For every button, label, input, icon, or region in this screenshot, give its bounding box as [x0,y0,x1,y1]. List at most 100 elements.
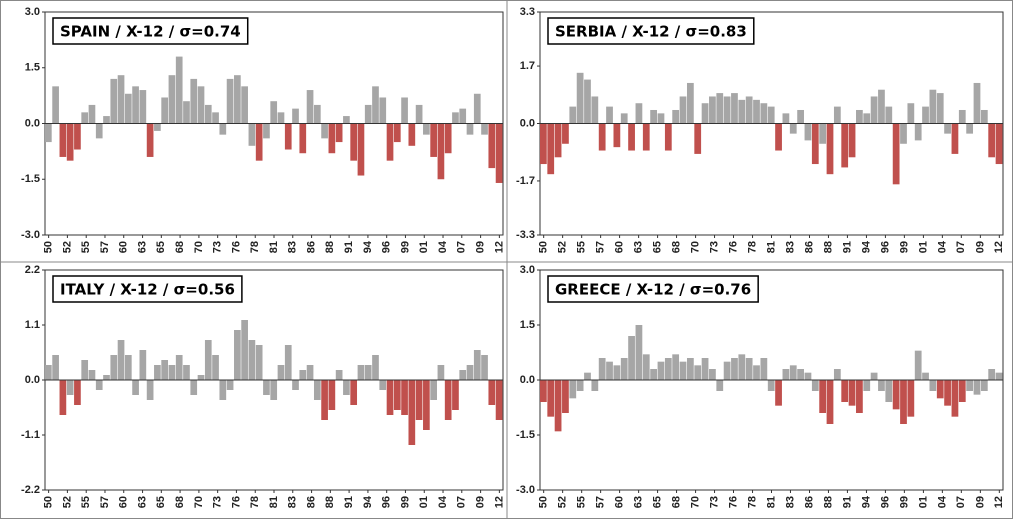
x-tick-label: 76 [727,496,739,508]
x-tick-label: 94 [362,495,374,508]
bar [386,380,394,415]
bar [488,380,496,405]
x-tick-label: 01 [917,496,929,508]
panel-title: SERBIA / X-12 / σ=0.83 [555,23,747,41]
bar [892,380,900,410]
x-tick-label: 86 [305,496,317,508]
x-tick-label: 88 [822,496,834,508]
bar [234,330,241,380]
y-tick-label: 0.0 [25,117,40,129]
bar [59,380,67,415]
bar [797,109,804,124]
bar [139,350,147,380]
bar [620,358,628,380]
y-tick-label: 0.0 [520,117,535,129]
bar [988,123,996,158]
x-tick-label: 12 [493,241,505,253]
bar [321,380,328,420]
bar [103,116,110,124]
bar [393,123,401,143]
bar [408,123,416,146]
bar [284,345,292,380]
bar [914,350,922,380]
x-tick-label: 09 [475,241,487,253]
bar [103,375,110,380]
bar [277,365,285,380]
bar [833,106,841,124]
bar [292,108,299,124]
bar [679,96,687,124]
bar [929,89,937,124]
bar [110,355,118,380]
x-tick-label: 83 [784,241,796,253]
bar [635,325,643,380]
bar [922,372,929,380]
x-tick-label: 52 [61,496,73,508]
bar [292,380,299,390]
bar [415,104,423,124]
y-tick-label: 1.5 [25,62,40,74]
x-tick-label: 96 [381,496,393,508]
bar [775,123,782,151]
bar [591,96,599,124]
bar [204,340,212,380]
x-tick-label: 70 [193,496,205,508]
bar [154,365,161,380]
bar [635,103,643,124]
bar [117,340,125,380]
bar [241,320,248,380]
bar [95,123,103,139]
x-tick-label: 70 [689,241,701,253]
bar [944,123,951,134]
bar [343,380,350,395]
bar [966,380,974,391]
x-tick-label: 07 [456,241,468,253]
bar [731,358,738,380]
bar [606,361,613,380]
bar [789,365,797,380]
bar [88,104,96,124]
bar [628,336,635,380]
bar [767,106,775,124]
bar [789,123,797,134]
bar [350,123,358,161]
bar [430,123,437,157]
bar [613,365,621,380]
x-tick-label: 55 [576,496,588,508]
y-tick-label: 1.7 [520,60,535,72]
panel: -3.0 -1.5 0.0 1.5 3.0 50 52 55 57 60 63 65 68 70 73 76 7… [516,264,1005,508]
x-tick-label: 81 [765,496,777,508]
bar [415,380,423,420]
bar [576,72,584,124]
bar [819,123,827,144]
bar [569,380,577,399]
bar [701,103,709,124]
bar [466,365,474,380]
x-tick-label: 57 [99,241,111,253]
bar [738,354,746,380]
bar [716,380,724,391]
y-tick-label: -2.2 [21,484,40,496]
title-box [547,275,759,303]
bar [664,358,672,380]
bar [444,380,452,420]
bar [819,380,827,413]
bar [760,358,768,380]
bar [547,123,555,175]
bar [139,90,147,124]
x-tick-label: 01 [917,241,929,253]
x-tick-label: 63 [633,241,645,253]
bar [197,86,205,124]
title-box [52,275,243,303]
x-tick-label: 73 [212,241,224,253]
bar [628,123,635,151]
x-tick-label: 04 [936,495,948,508]
x-tick-label: 04 [936,240,948,253]
bar [124,355,132,380]
title-box [547,17,755,45]
bar [132,86,139,124]
bar [74,123,81,150]
bar [226,380,234,390]
x-tick-label: 63 [633,496,645,508]
bar [863,113,871,124]
